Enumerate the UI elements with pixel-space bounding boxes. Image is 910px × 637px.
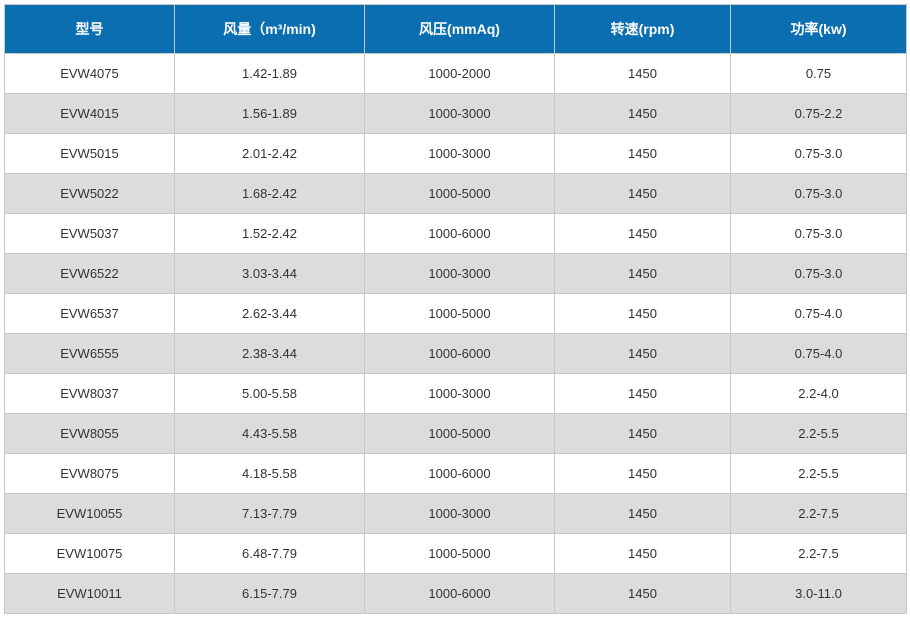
cell-power: 0.75-4.0 — [731, 334, 907, 374]
table-body: EVW4075 1.42-1.89 1000-2000 1450 0.75 EV… — [5, 54, 907, 614]
cell-airflow: 6.48-7.79 — [175, 534, 365, 574]
cell-airflow: 3.03-3.44 — [175, 254, 365, 294]
cell-model: EVW6522 — [5, 254, 175, 294]
table-row: EVW10011 6.15-7.79 1000-6000 1450 3.0-11… — [5, 574, 907, 614]
cell-airflow: 6.15-7.79 — [175, 574, 365, 614]
cell-pressure: 1000-5000 — [365, 414, 555, 454]
header-cell-model: 型号 — [5, 5, 175, 54]
cell-airflow: 2.01-2.42 — [175, 134, 365, 174]
cell-power: 3.0-11.0 — [731, 574, 907, 614]
table-row: EVW5037 1.52-2.42 1000-6000 1450 0.75-3.… — [5, 214, 907, 254]
table-row: EVW8037 5.00-5.58 1000-3000 1450 2.2-4.0 — [5, 374, 907, 414]
cell-speed: 1450 — [555, 334, 731, 374]
cell-power: 2.2-7.5 — [731, 494, 907, 534]
table-row: EVW5022 1.68-2.42 1000-5000 1450 0.75-3.… — [5, 174, 907, 214]
cell-power: 0.75-3.0 — [731, 174, 907, 214]
cell-model: EVW5022 — [5, 174, 175, 214]
cell-airflow: 1.52-2.42 — [175, 214, 365, 254]
cell-airflow: 5.00-5.58 — [175, 374, 365, 414]
cell-pressure: 1000-3000 — [365, 374, 555, 414]
cell-model: EVW8075 — [5, 454, 175, 494]
cell-speed: 1450 — [555, 414, 731, 454]
cell-speed: 1450 — [555, 534, 731, 574]
cell-speed: 1450 — [555, 294, 731, 334]
cell-airflow: 2.62-3.44 — [175, 294, 365, 334]
cell-model: EVW4015 — [5, 94, 175, 134]
cell-power: 0.75-3.0 — [731, 214, 907, 254]
table-row: EVW8075 4.18-5.58 1000-6000 1450 2.2-5.5 — [5, 454, 907, 494]
cell-model: EVW6555 — [5, 334, 175, 374]
cell-power: 2.2-4.0 — [731, 374, 907, 414]
cell-pressure: 1000-3000 — [365, 494, 555, 534]
header-row: 型号 风量（m³/min) 风压(mmAq) 转速(rpm) 功率(kw) — [5, 5, 907, 54]
table-row: EVW6537 2.62-3.44 1000-5000 1450 0.75-4.… — [5, 294, 907, 334]
cell-model: EVW10011 — [5, 574, 175, 614]
cell-airflow: 2.38-3.44 — [175, 334, 365, 374]
cell-model: EVW4075 — [5, 54, 175, 94]
cell-speed: 1450 — [555, 54, 731, 94]
cell-speed: 1450 — [555, 254, 731, 294]
table-row: EVW4015 1.56-1.89 1000-3000 1450 0.75-2.… — [5, 94, 907, 134]
cell-power: 2.2-5.5 — [731, 414, 907, 454]
cell-pressure: 1000-6000 — [365, 454, 555, 494]
cell-airflow: 1.56-1.89 — [175, 94, 365, 134]
cell-power: 0.75-3.0 — [731, 134, 907, 174]
cell-model: EVW5037 — [5, 214, 175, 254]
header-cell-power: 功率(kw) — [731, 5, 907, 54]
cell-model: EVW6537 — [5, 294, 175, 334]
table-row: EVW10075 6.48-7.79 1000-5000 1450 2.2-7.… — [5, 534, 907, 574]
spec-table: 型号 风量（m³/min) 风压(mmAq) 转速(rpm) 功率(kw) EV… — [4, 4, 907, 614]
table-row: EVW10055 7.13-7.79 1000-3000 1450 2.2-7.… — [5, 494, 907, 534]
cell-speed: 1450 — [555, 494, 731, 534]
cell-pressure: 1000-5000 — [365, 534, 555, 574]
cell-pressure: 1000-2000 — [365, 54, 555, 94]
cell-airflow: 1.42-1.89 — [175, 54, 365, 94]
header-cell-airflow: 风量（m³/min) — [175, 5, 365, 54]
cell-pressure: 1000-6000 — [365, 574, 555, 614]
cell-speed: 1450 — [555, 454, 731, 494]
cell-power: 0.75-2.2 — [731, 94, 907, 134]
cell-speed: 1450 — [555, 214, 731, 254]
cell-speed: 1450 — [555, 174, 731, 214]
cell-speed: 1450 — [555, 134, 731, 174]
cell-airflow: 1.68-2.42 — [175, 174, 365, 214]
cell-power: 2.2-7.5 — [731, 534, 907, 574]
table-row: EVW6555 2.38-3.44 1000-6000 1450 0.75-4.… — [5, 334, 907, 374]
cell-model: EVW8055 — [5, 414, 175, 454]
cell-airflow: 4.43-5.58 — [175, 414, 365, 454]
cell-pressure: 1000-6000 — [365, 334, 555, 374]
table-row: EVW4075 1.42-1.89 1000-2000 1450 0.75 — [5, 54, 907, 94]
cell-airflow: 7.13-7.79 — [175, 494, 365, 534]
cell-pressure: 1000-6000 — [365, 214, 555, 254]
table-row: EVW6522 3.03-3.44 1000-3000 1450 0.75-3.… — [5, 254, 907, 294]
cell-pressure: 1000-3000 — [365, 94, 555, 134]
table-row: EVW8055 4.43-5.58 1000-5000 1450 2.2-5.5 — [5, 414, 907, 454]
cell-power: 2.2-5.5 — [731, 454, 907, 494]
cell-pressure: 1000-3000 — [365, 134, 555, 174]
cell-pressure: 1000-5000 — [365, 174, 555, 214]
cell-power: 0.75 — [731, 54, 907, 94]
cell-pressure: 1000-5000 — [365, 294, 555, 334]
table-header: 型号 风量（m³/min) 风压(mmAq) 转速(rpm) 功率(kw) — [5, 5, 907, 54]
header-cell-pressure: 风压(mmAq) — [365, 5, 555, 54]
cell-speed: 1450 — [555, 374, 731, 414]
cell-speed: 1450 — [555, 94, 731, 134]
cell-airflow: 4.18-5.58 — [175, 454, 365, 494]
cell-model: EVW5015 — [5, 134, 175, 174]
cell-pressure: 1000-3000 — [365, 254, 555, 294]
header-cell-speed: 转速(rpm) — [555, 5, 731, 54]
cell-model: EVW10055 — [5, 494, 175, 534]
cell-model: EVW8037 — [5, 374, 175, 414]
table-row: EVW5015 2.01-2.42 1000-3000 1450 0.75-3.… — [5, 134, 907, 174]
cell-speed: 1450 — [555, 574, 731, 614]
cell-power: 0.75-4.0 — [731, 294, 907, 334]
cell-power: 0.75-3.0 — [731, 254, 907, 294]
cell-model: EVW10075 — [5, 534, 175, 574]
